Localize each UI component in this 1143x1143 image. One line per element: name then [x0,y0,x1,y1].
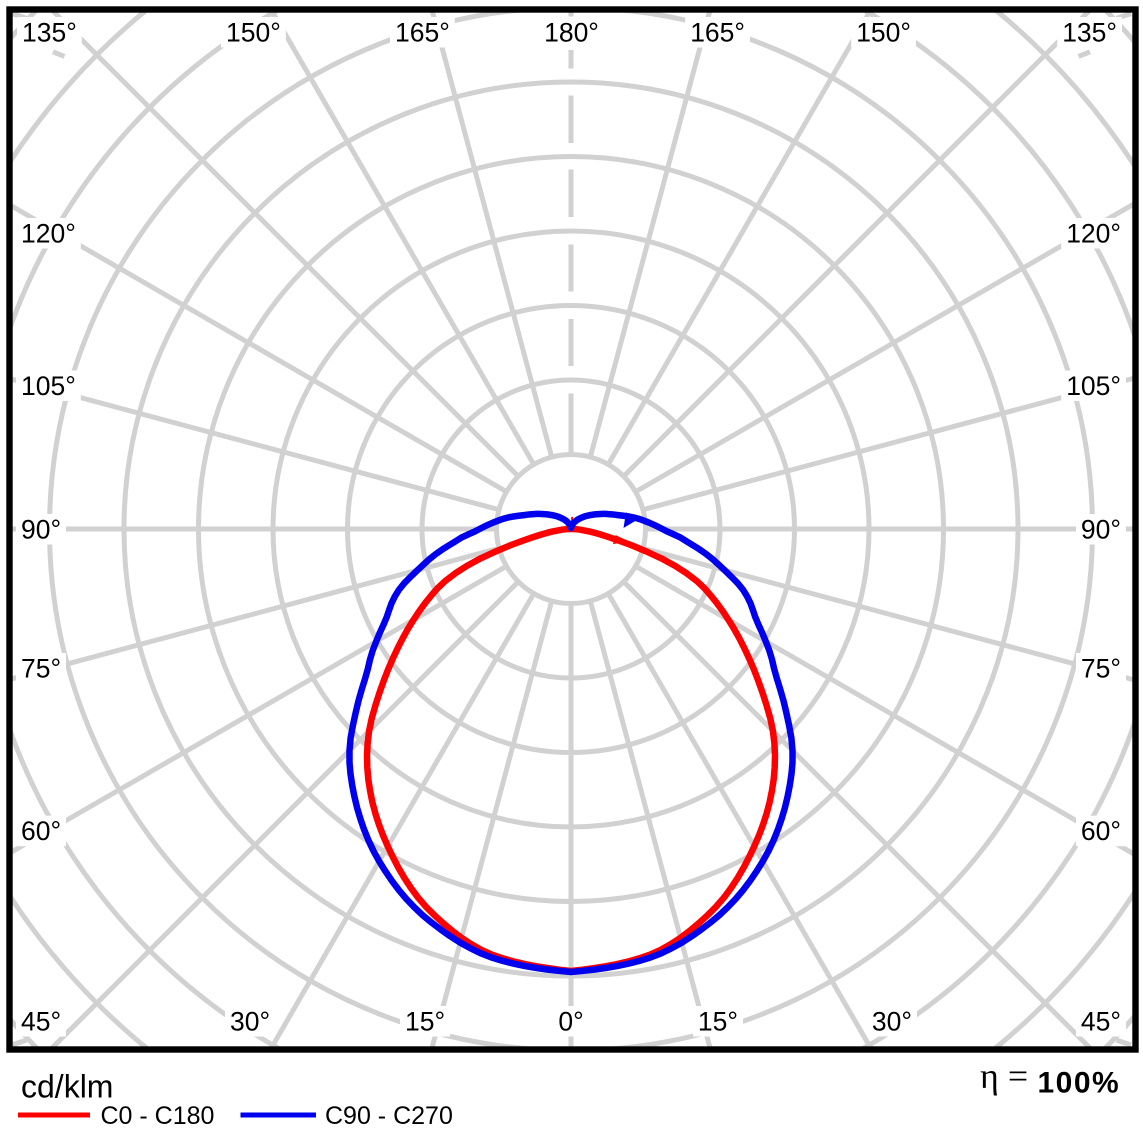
svg-text:cd/klm: cd/klm [21,1069,113,1105]
svg-text:165°: 165° [395,18,450,48]
svg-text:165°: 165° [690,18,745,48]
svg-text:150°: 150° [856,18,911,48]
svg-text:150°: 150° [226,18,281,48]
svg-text:η =: η = [980,1056,1028,1096]
svg-text:120°: 120° [21,219,76,249]
svg-text:120°: 120° [1066,219,1121,249]
svg-text:105°: 105° [1066,371,1121,401]
svg-text:75°: 75° [21,654,61,684]
svg-text:105°: 105° [21,371,76,401]
svg-text:C90 - C270: C90 - C270 [325,1102,453,1130]
svg-text:45°: 45° [1081,1007,1121,1037]
svg-text:15°: 15° [405,1007,445,1037]
svg-text:135°: 135° [1062,18,1117,48]
svg-text:0°: 0° [558,1007,583,1037]
svg-text:75°: 75° [1081,654,1121,684]
svg-text:60°: 60° [1081,816,1121,846]
svg-text:30°: 30° [230,1007,270,1037]
svg-text:100%: 100% [1038,1067,1121,1100]
svg-text:C0 - C180: C0 - C180 [101,1102,215,1130]
svg-text:135°: 135° [22,18,77,48]
svg-text:15°: 15° [698,1007,738,1037]
svg-text:90°: 90° [21,515,61,545]
svg-text:45°: 45° [21,1007,61,1037]
svg-text:180°: 180° [544,18,599,48]
svg-text:60°: 60° [21,816,61,846]
svg-text:90°: 90° [1081,515,1121,545]
svg-text:30°: 30° [872,1007,912,1037]
